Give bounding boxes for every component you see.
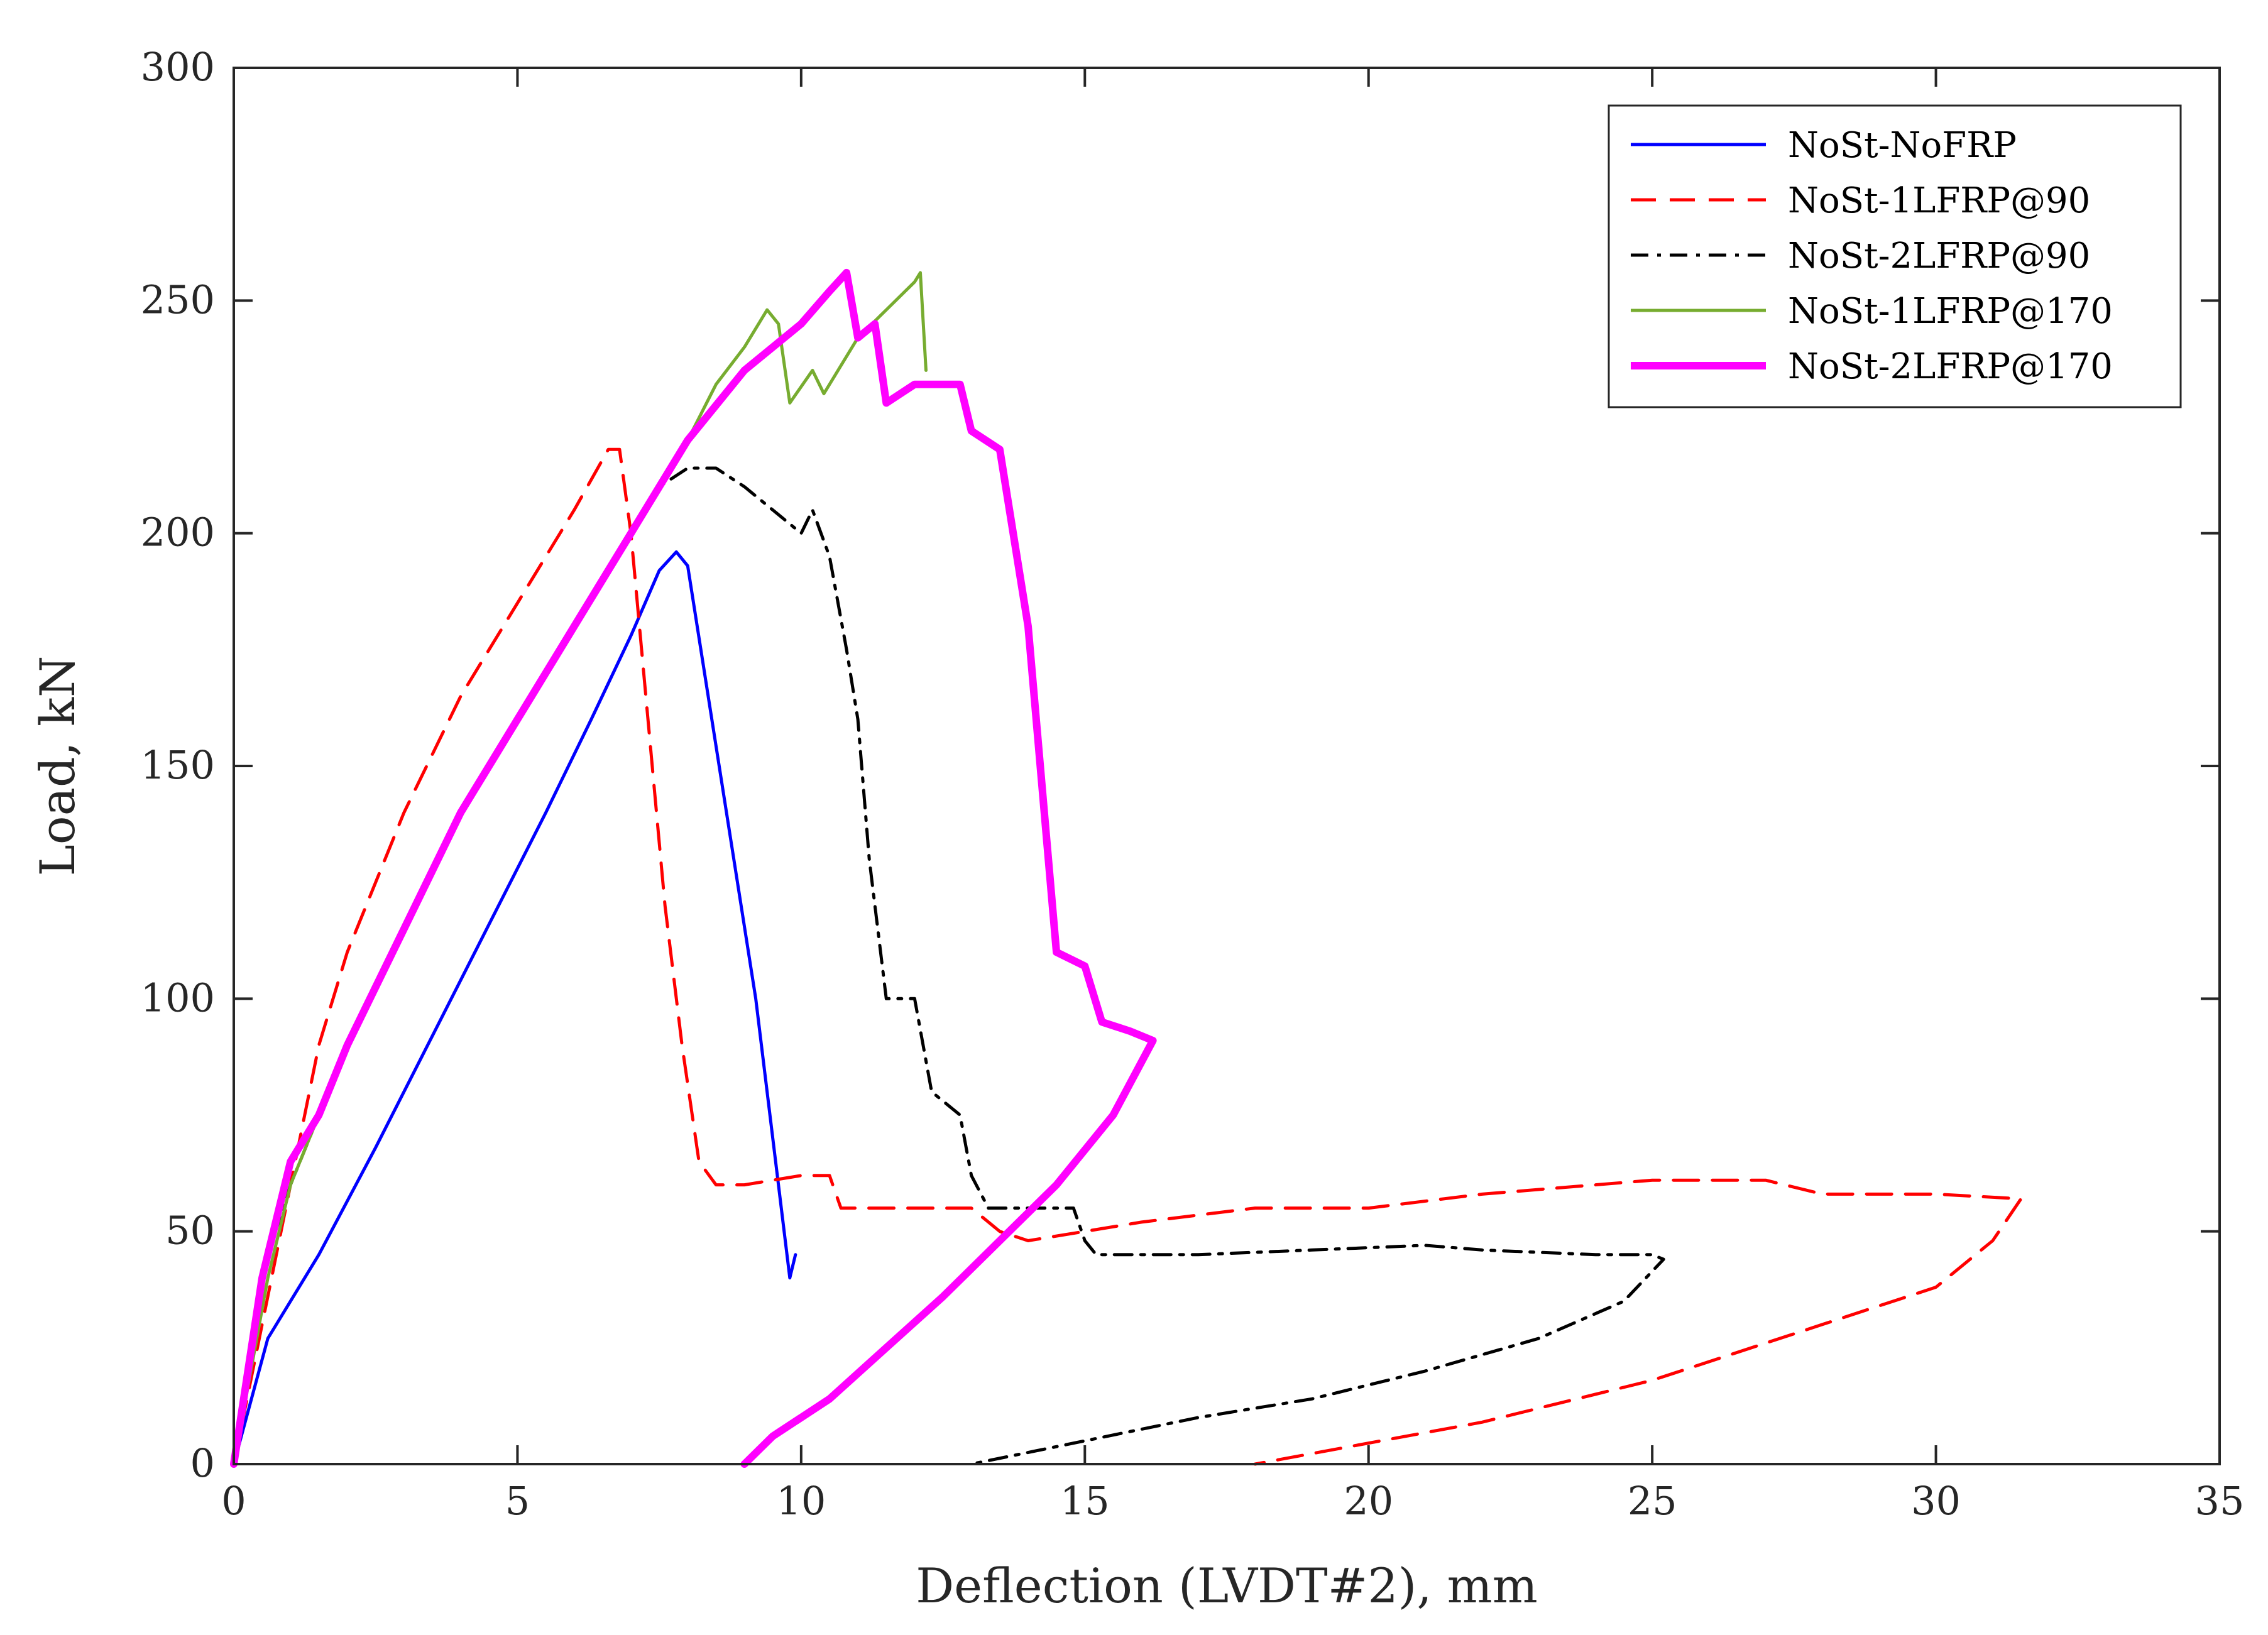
x-tick-label: 10: [776, 1478, 826, 1524]
legend-label: NoSt-1LFRP@170: [1788, 291, 2113, 332]
y-tick-label: 200: [141, 510, 215, 555]
x-tick-label: 20: [1344, 1478, 1393, 1524]
y-tick-label: 150: [141, 742, 215, 788]
y-axis-title: Load, kN: [30, 655, 85, 876]
series-line-nost-2lfrp-170: [230, 268, 1157, 1468]
legend-label: NoSt-2LFRP@170: [1788, 346, 2113, 387]
legend-label: NoSt-NoFRP: [1788, 125, 2017, 166]
x-tick-label: 15: [1060, 1478, 1110, 1524]
legend-label: NoSt-2LFRP@90: [1788, 236, 2090, 276]
x-tick-label: 25: [1628, 1478, 1677, 1524]
legend-label: NoSt-1LFRP@90: [1788, 180, 2090, 221]
series-line-nost-1lfrp-90: [232, 447, 2023, 1466]
x-tick-label: 5: [505, 1478, 530, 1524]
x-tick-label: 35: [2195, 1478, 2245, 1524]
plot-area: [230, 268, 2023, 1468]
legend-box: [1608, 104, 2182, 408]
axes: Deflection (LVDT#2), mm Load, kN 0 5 10 15 2…: [30, 44, 2244, 1614]
y-tick-label: 0: [190, 1440, 215, 1486]
y-tick-label: 50: [165, 1208, 215, 1254]
series-line-nost-2lfrp-90: [232, 466, 1665, 1466]
series-line-nost-nofrp: [232, 550, 797, 1466]
y-tick-label: 100: [141, 975, 215, 1020]
x-tick-label: 0: [221, 1478, 246, 1524]
x-tick-label: 30: [1911, 1478, 1961, 1524]
y-tick-label: 250: [141, 276, 215, 322]
x-axis-title: Deflection (LVDT#2), mm: [916, 1558, 1538, 1614]
y-tick-label: 300: [141, 44, 215, 90]
legend: NoSt-NoFRP NoSt-1LFRP@90 NoSt-2LFRP@90 NoSt…: [1608, 104, 2182, 408]
